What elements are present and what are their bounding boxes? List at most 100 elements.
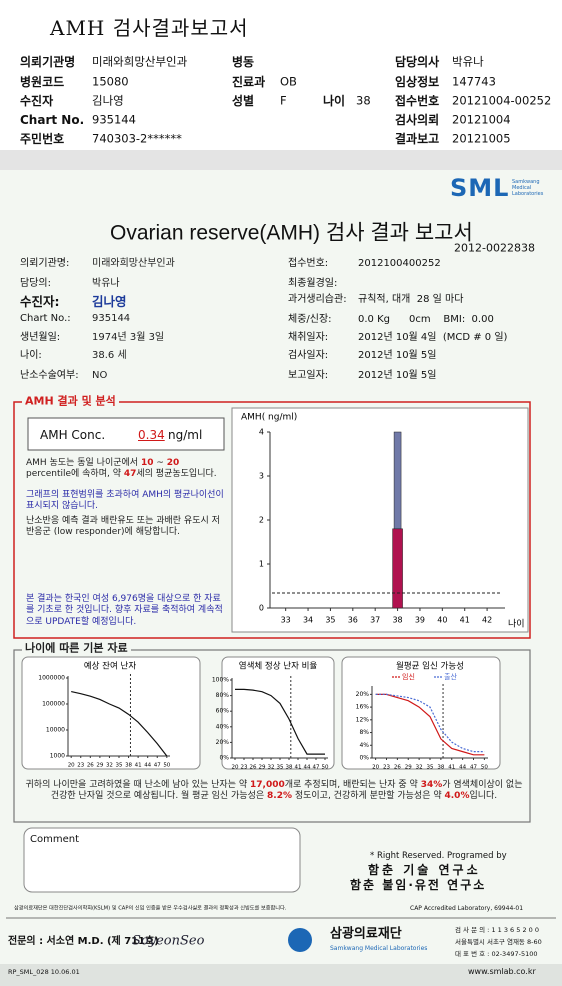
info-value: OB (280, 74, 297, 89)
conc-value: 0.34 (138, 428, 165, 442)
patient-value: 38.6 세 (92, 350, 127, 361)
info-label: 병원코드 (20, 75, 65, 89)
section-box (13, 401, 531, 639)
patient-label: 수진자: (20, 293, 60, 309)
text-segment: 8.2% (267, 791, 292, 802)
patient-value: NO (92, 370, 108, 381)
report-number: 2012-0022838 (454, 241, 535, 255)
x-tick-label: 47 (154, 763, 161, 769)
patient-value: 0.0 Kg 0cm BMI: 0.00 (358, 314, 494, 325)
x-tick-label: 41 (448, 765, 455, 771)
x-tick-label: 20 (232, 765, 239, 771)
info-label: 주민번호 (20, 132, 65, 146)
patient-value: 2012년 10월 4일 (MCD # 0 일) (358, 332, 508, 343)
x-tick-label: 39 (415, 616, 425, 625)
chart-title: 염색체 정상 난자 비율 (239, 661, 318, 672)
x-tick-label: 35 (116, 763, 123, 769)
range-bar (392, 528, 403, 609)
x-tick-label: 23 (77, 763, 84, 769)
patient-label: 체중/신장: (288, 314, 332, 325)
x-tick-label: 23 (241, 765, 248, 771)
logo-sub: Samkwang Medical Laboratories (512, 179, 544, 197)
text-segment: 그래프의 표현범위를 초과하여 AMH의 평균나이선이 표시되지 않습니다. (26, 490, 224, 512)
credit: 함춘 불임·유전 연구소 (350, 878, 487, 892)
info-label: 수진자 (20, 94, 54, 108)
y-tick-label: 2 (259, 516, 264, 525)
text-segment: 34% (420, 780, 443, 790)
x-tick-label: 26 (250, 765, 257, 771)
paragraph: 본 결과는 한국인 여성 6,976명을 대상으로 한 자료를 기초로 한 것입… (26, 594, 226, 628)
credit: 함춘 기술 연구소 (368, 863, 481, 877)
contact: 서울특별시 서초구 염재동 8-60 (455, 937, 542, 946)
text-segment: 47 (123, 469, 137, 480)
patient-value: 박유나 (92, 278, 120, 289)
info-value: 김나영 (92, 93, 124, 108)
text-segment: 개로 추정되며, 배란되는 난자 중 약 (284, 780, 421, 790)
x-axis-label: 나이 (508, 619, 525, 630)
x-tick-label: 26 (87, 763, 94, 769)
chart-title: 예상 잔여 난자 (84, 661, 137, 672)
x-tick-label: 41 (135, 763, 142, 769)
info-value: F (280, 93, 287, 108)
comment-box (23, 827, 301, 893)
logo-mark (288, 928, 312, 952)
x-tick-label: 32 (416, 765, 423, 771)
patient-value: 2012년 10월 5일 (358, 350, 437, 361)
text-segment: 가 염색체이상이 없는 건강한 난자일 것으로 예상됩니다. 월 평균 임신 가… (50, 780, 523, 802)
series-line (235, 688, 325, 755)
patient-label: 생년월일: (20, 332, 61, 343)
signature: SoyeonSeo (132, 933, 205, 949)
range-bar (393, 431, 402, 530)
x-tick-label: 50 (163, 763, 170, 769)
x-tick-label: 38 (392, 616, 402, 625)
org-name: 삼광의료재단 (330, 926, 402, 942)
patient-value: 2012년 10월 5일 (358, 370, 437, 381)
patient-value: 1974년 3월 3일 (92, 332, 165, 343)
text-segment: 20 (166, 458, 180, 468)
text-segment: 4.0% (444, 791, 470, 802)
patient-value: 미래와희망산부인과 (92, 258, 175, 269)
info-label: 검사의뢰 (395, 113, 440, 127)
x-tick-label: 35 (277, 765, 284, 771)
x-tick-label: 38 (125, 763, 132, 769)
info-label: Chart No. (20, 113, 85, 127)
x-tick-label: 20 (372, 765, 379, 771)
patient-value: 935144 (92, 313, 131, 324)
section-heading: 나이에 따른 기본 자료 (22, 642, 131, 654)
text-segment: 세의 평균농도입니다. (136, 469, 217, 480)
paragraph: AMH 농도는 동일 나이군에서 10 ~ 20 percentile에 속하며… (26, 458, 226, 481)
x-tick-label: 34 (303, 616, 313, 625)
website: www.smlab.co.kr (468, 967, 536, 976)
y-tick-label: 60% (216, 708, 230, 715)
contact: 대 표 번 호 : 02-3497-5100 (455, 949, 538, 958)
y-tick-label: 16% (356, 704, 370, 711)
info-value: 935144 (92, 112, 136, 127)
info-value: 38 (356, 93, 371, 108)
contact: 검 사 문 의 : 1 1 3 6 5 2 0 0 (455, 925, 539, 934)
logo: SML (450, 174, 510, 202)
info-label: 성별 (232, 94, 255, 108)
conc-label: AMH Conc. (40, 428, 106, 442)
y-tick-label: 40% (216, 723, 230, 730)
x-tick-label: 29 (96, 763, 103, 769)
patient-label: 보고일자: (288, 370, 329, 381)
info-label: 임상정보 (395, 75, 440, 89)
patient-label: 채취일자: (288, 332, 329, 343)
legend-label: 임신 (402, 672, 415, 681)
chart-frame (341, 656, 501, 770)
gap (0, 150, 562, 170)
report-title: Ovarian reserve(AMH) 검사 결과 보고서 (110, 221, 473, 245)
info-label: 나이 (323, 94, 346, 108)
info-label: 결과보고 (395, 132, 440, 146)
patient-value: 2012100400252 (358, 258, 441, 269)
patient-label: Chart No.: (20, 313, 71, 324)
info-label: 담당의사 (395, 55, 440, 69)
x-tick-label: 35 (325, 616, 335, 625)
y-tick-label: 1 (259, 560, 264, 569)
page-title: AMH 검사결과보고서 (50, 16, 249, 40)
credit: * Right Reserved. Programed by (370, 850, 507, 861)
section-heading: AMH 결과 및 분석 (22, 395, 119, 407)
y-tick-label: 20% (216, 739, 230, 746)
